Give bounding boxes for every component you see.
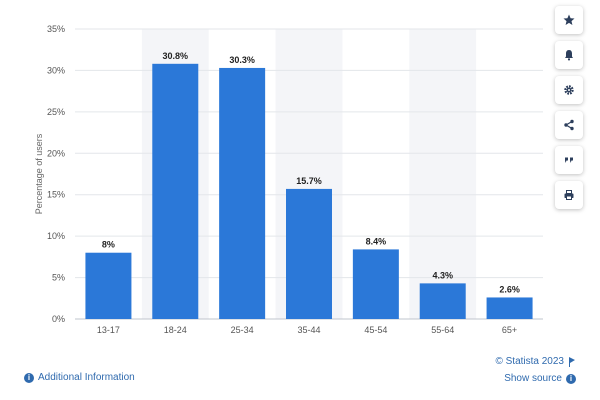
gear-icon bbox=[564, 85, 574, 95]
bar-chart: 0% 5% 10% 15% 20% 25% 30% 35% 8% 30.8% 30.3% 15.7%… bbox=[34, 24, 543, 335]
bars bbox=[85, 63, 533, 319]
y-tick-label: 0% bbox=[52, 314, 65, 324]
x-tick-label: 65+ bbox=[502, 325, 517, 335]
x-tick-label: 45-54 bbox=[364, 325, 387, 335]
bar[interactable] bbox=[419, 283, 466, 319]
bar[interactable] bbox=[85, 252, 132, 319]
bell-icon bbox=[565, 50, 573, 61]
x-tick-label: 18-24 bbox=[164, 325, 187, 335]
y-axis-ticks: 0% 5% 10% 15% 20% 25% 30% 35% bbox=[47, 24, 65, 324]
favorite-button[interactable] bbox=[555, 6, 583, 34]
info-icon: i bbox=[566, 373, 576, 384]
bar[interactable] bbox=[152, 63, 199, 319]
y-axis-title: Percentage of users bbox=[34, 133, 44, 214]
x-tick-label: 25-34 bbox=[231, 325, 254, 335]
bar[interactable] bbox=[219, 67, 266, 319]
quote-icon bbox=[565, 157, 573, 163]
y-tick-label: 15% bbox=[47, 190, 65, 200]
star-icon bbox=[563, 14, 575, 25]
x-axis-ticks: 13-17 18-24 25-34 35-44 45-54 55-64 65+ bbox=[97, 325, 517, 335]
data-label: 15.7% bbox=[296, 176, 322, 186]
data-label: 8% bbox=[102, 240, 115, 250]
share-button[interactable] bbox=[555, 111, 583, 139]
print-icon bbox=[564, 190, 574, 200]
x-tick-label: 55-64 bbox=[431, 325, 454, 335]
credit-label: © Statista 2023 bbox=[495, 356, 564, 367]
data-label: 4.3% bbox=[432, 270, 453, 280]
data-label: 30.8% bbox=[163, 51, 189, 61]
settings-button[interactable] bbox=[555, 76, 583, 104]
print-button[interactable] bbox=[555, 181, 583, 209]
y-tick-label: 30% bbox=[47, 65, 65, 75]
show-source-link[interactable]: Show source i bbox=[504, 373, 576, 384]
additional-information-label: Additional Information bbox=[38, 372, 135, 383]
y-tick-label: 5% bbox=[52, 273, 65, 283]
flag-icon bbox=[569, 356, 575, 367]
info-icon: i bbox=[24, 372, 34, 383]
data-label: 30.3% bbox=[229, 55, 255, 65]
show-source-label: Show source bbox=[504, 373, 562, 384]
y-tick-label: 10% bbox=[47, 231, 65, 241]
statista-credit-link[interactable]: © Statista 2023 bbox=[495, 356, 576, 367]
cite-button[interactable] bbox=[555, 146, 583, 174]
x-tick-label: 35-44 bbox=[297, 325, 320, 335]
data-label: 2.6% bbox=[499, 284, 520, 294]
data-label: 8.4% bbox=[366, 236, 387, 246]
additional-information-link[interactable]: i Additional Information bbox=[24, 372, 135, 383]
bar[interactable] bbox=[352, 249, 399, 319]
toolbar bbox=[555, 6, 583, 209]
bar[interactable] bbox=[486, 297, 533, 319]
bar[interactable] bbox=[286, 188, 332, 319]
data-labels: 8% 30.8% 30.3% 15.7% 8.4% 4.3% 2.6% bbox=[102, 51, 520, 295]
y-tick-label: 35% bbox=[47, 24, 65, 34]
y-tick-label: 20% bbox=[47, 148, 65, 158]
x-tick-label: 13-17 bbox=[97, 325, 120, 335]
notification-button[interactable] bbox=[555, 41, 583, 69]
y-tick-label: 25% bbox=[47, 107, 65, 117]
category-band bbox=[409, 29, 477, 319]
share-icon bbox=[564, 119, 574, 131]
